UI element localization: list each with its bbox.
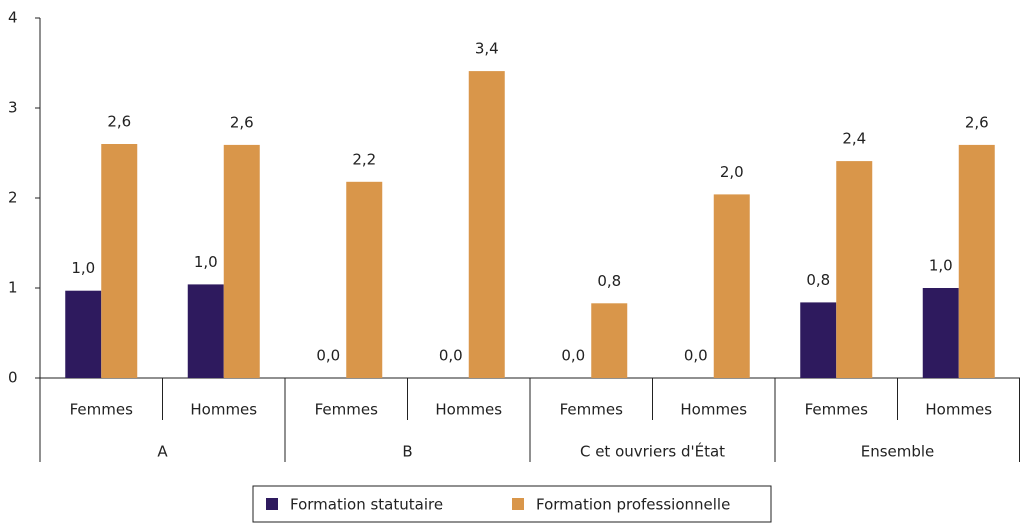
- x-tick-label: Hommes: [435, 401, 502, 419]
- bar: [468, 71, 505, 378]
- data-label: 2,6: [230, 113, 254, 131]
- y-tick-label: 1: [8, 279, 18, 297]
- data-label: 0,8: [806, 271, 830, 289]
- data-label: 0,0: [439, 347, 463, 365]
- legend-label: Formation statutaire: [290, 496, 443, 514]
- group-label: C et ouvriers d'État: [580, 442, 725, 461]
- legend-swatch: [512, 498, 524, 510]
- bar: [958, 144, 995, 378]
- data-label: 3,4: [475, 40, 499, 58]
- x-tick-label: Femmes: [70, 401, 133, 419]
- data-label: 2,2: [352, 150, 376, 168]
- data-label: 0,0: [684, 347, 708, 365]
- group-label: A: [157, 443, 168, 461]
- data-label: 1,0: [194, 253, 218, 271]
- x-tick-label: Hommes: [680, 401, 747, 419]
- bar: [346, 181, 383, 378]
- bar: [223, 144, 260, 378]
- data-label: 1,0: [71, 259, 95, 277]
- bar: [800, 302, 837, 378]
- group-label: B: [402, 443, 412, 461]
- y-tick-label: 2: [8, 189, 18, 207]
- data-label: 2,4: [842, 130, 866, 148]
- x-tick-label: Femmes: [560, 401, 623, 419]
- data-label: 0,0: [561, 347, 585, 365]
- x-tick-label: Hommes: [190, 401, 257, 419]
- bar: [65, 290, 102, 378]
- data-label: 1,0: [929, 257, 953, 275]
- data-label: 2,6: [965, 113, 989, 131]
- bar: [836, 161, 873, 378]
- data-label: 2,0: [720, 163, 744, 181]
- legend-box: [252, 485, 772, 523]
- y-tick-label: 4: [8, 9, 18, 27]
- bar: [713, 194, 750, 378]
- bar: [187, 284, 224, 378]
- x-tick-label: Femmes: [315, 401, 378, 419]
- bar: [922, 288, 959, 378]
- y-tick-label: 0: [8, 369, 18, 387]
- bar: [101, 144, 138, 378]
- data-label: 0,0: [316, 347, 340, 365]
- bar: [591, 303, 628, 378]
- x-tick-label: Hommes: [925, 401, 992, 419]
- y-tick-label: 3: [8, 99, 18, 117]
- data-label: 0,8: [597, 272, 621, 290]
- x-tick-label: Femmes: [805, 401, 868, 419]
- legend-swatch: [266, 498, 278, 510]
- group-label: Ensemble: [861, 443, 935, 461]
- legend-label: Formation professionnelle: [536, 496, 730, 514]
- data-label: 2,6: [107, 113, 131, 131]
